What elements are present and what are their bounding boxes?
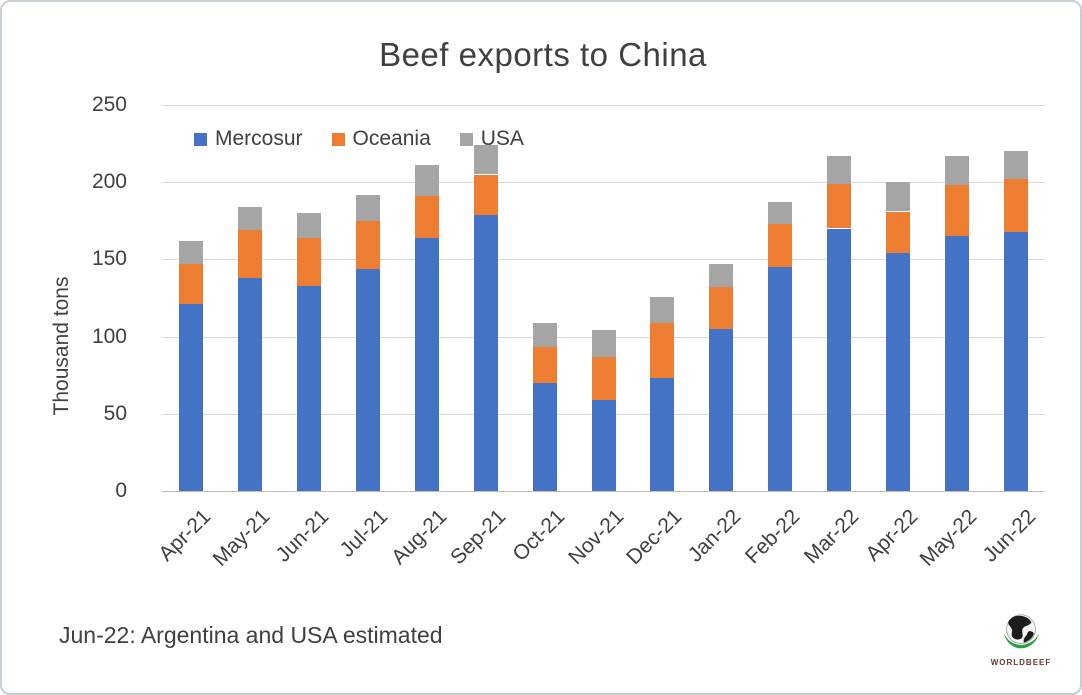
bar-segment-mercosur-jan-22 <box>709 328 734 491</box>
bar-segment-oceania-may-21 <box>238 230 263 278</box>
bar-segment-oceania-apr-21 <box>179 264 204 305</box>
bar-segment-usa-may-21 <box>238 206 263 231</box>
bar-segment-mercosur-jul-21 <box>356 268 380 491</box>
bar-segment-oceania-apr-22 <box>885 211 910 254</box>
gridline <box>162 182 1045 183</box>
bar-segment-mercosur-apr-22 <box>885 253 910 491</box>
globe-icon <box>1003 614 1040 649</box>
bar-segment-usa-jun-21 <box>297 213 322 238</box>
bar-segment-mercosur-may-21 <box>238 277 263 491</box>
y-axis-tick-label: 250 <box>91 93 127 116</box>
bar-segment-mercosur-jun-21 <box>297 285 322 491</box>
legend-swatch-icon <box>194 132 207 146</box>
bar-segment-mercosur-mar-22 <box>827 228 851 491</box>
legend-swatch-icon <box>331 132 345 146</box>
bar-segment-usa-nov-21 <box>591 330 616 357</box>
legend-label: Oceania <box>352 127 431 150</box>
legend-label: USA <box>480 127 524 150</box>
bar-segment-oceania-mar-22 <box>827 183 851 229</box>
bar-segment-oceania-may-22 <box>944 185 969 237</box>
bar-segment-usa-apr-22 <box>885 182 910 212</box>
bar-segment-mercosur-jun-22 <box>1003 231 1028 491</box>
bar-segment-usa-jun-22 <box>1003 151 1028 180</box>
bar-segment-oceania-jun-21 <box>297 237 322 286</box>
bar-segment-oceania-aug-21 <box>414 196 439 238</box>
legend-item-oceania: Oceania <box>331 127 431 151</box>
bar-segment-oceania-sep-21 <box>473 174 498 215</box>
worldbeef-logo: WORLDBEEF <box>985 610 1057 682</box>
bar-segment-usa-jul-21 <box>356 194 380 221</box>
logo-text: WORLDBEEF <box>990 658 1052 667</box>
bar-segment-usa-may-22 <box>944 156 969 186</box>
y-axis-tick-label: 150 <box>91 247 127 270</box>
legend-label: Mercosur <box>215 127 303 150</box>
bar-segment-oceania-feb-22 <box>768 223 793 268</box>
footnote: Jun-22: Argentina and USA estimated <box>59 622 443 648</box>
y-axis-tick-label: 0 <box>115 479 127 502</box>
y-axis-tick-label: 50 <box>103 402 127 425</box>
bar-segment-mercosur-aug-21 <box>414 237 439 491</box>
bar-segment-oceania-nov-21 <box>591 356 616 400</box>
gridline <box>162 259 1045 260</box>
bar-segment-oceania-oct-21 <box>532 347 557 383</box>
x-axis-line <box>162 491 1045 492</box>
y-axis-tick-label: 100 <box>91 325 127 348</box>
bar-segment-usa-dec-21 <box>650 296 675 323</box>
bar-segment-mercosur-may-22 <box>944 236 969 491</box>
bar-segment-usa-oct-21 <box>532 322 557 348</box>
legend-item-mercosur: Mercosur <box>194 127 303 151</box>
legend-swatch-icon <box>459 132 473 146</box>
bar-segment-usa-mar-22 <box>827 156 851 184</box>
bar-segment-mercosur-apr-21 <box>179 304 204 491</box>
bar-segment-mercosur-nov-21 <box>591 399 616 491</box>
bar-segment-usa-aug-21 <box>414 165 439 197</box>
bar-segment-oceania-jan-22 <box>709 287 734 329</box>
bar-segment-oceania-jul-21 <box>356 220 380 269</box>
y-axis-tick-label: 200 <box>91 170 127 193</box>
bar-segment-usa-jan-22 <box>709 264 734 288</box>
bar-segment-mercosur-oct-21 <box>532 382 557 491</box>
bar-segment-usa-feb-22 <box>768 202 793 224</box>
bar-segment-oceania-jun-22 <box>1003 179 1028 232</box>
chart-title: Beef exports to China <box>379 36 707 73</box>
bar-segment-mercosur-dec-21 <box>650 378 675 491</box>
bar-segment-oceania-dec-21 <box>650 322 675 379</box>
gridline <box>162 105 1045 106</box>
bar-segment-mercosur-sep-21 <box>473 214 498 491</box>
bar-segment-usa-apr-21 <box>179 240 204 265</box>
legend-item-usa: USA <box>459 127 524 151</box>
bar-segment-usa-sep-21 <box>473 145 498 175</box>
bar-segment-mercosur-feb-22 <box>768 267 793 491</box>
legend: Mercosur Oceania USA <box>194 127 553 151</box>
